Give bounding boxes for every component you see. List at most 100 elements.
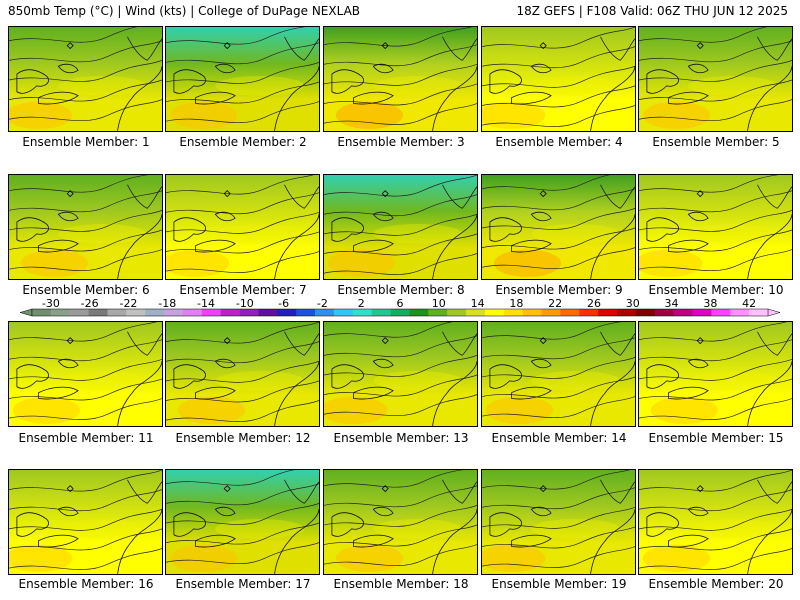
ensemble-member-label: Ensemble Member: 2: [179, 135, 307, 149]
colorbar-segment: [220, 309, 240, 316]
colorbar-tick-label: 18: [509, 297, 523, 310]
ensemble-map-panel: [165, 469, 320, 575]
ensemble-map-panel: [8, 469, 163, 575]
colorbar-segment: [503, 309, 523, 316]
ensemble-map-panel: [8, 321, 163, 427]
ensemble-map-panel: [481, 174, 636, 280]
colorbar-tick-label: 38: [703, 297, 717, 310]
colorbar-segment: [673, 309, 693, 316]
colorbar-segment: [201, 309, 222, 316]
colorbar-segment: [390, 309, 410, 316]
colorbar-tick-label: -10: [236, 297, 254, 310]
ensemble-member-label: Ensemble Member: 13: [333, 431, 469, 445]
ensemble-member-label: Ensemble Member: 19: [491, 577, 627, 591]
ensemble-map-panel: [638, 469, 793, 575]
ensemble-member-label: Ensemble Member: 12: [175, 431, 311, 445]
ensemble-member-label: Ensemble Member: 8: [337, 283, 465, 297]
ensemble-map-panel: [8, 26, 163, 132]
ensemble-map-panel: [323, 321, 478, 427]
ensemble-member-label: Ensemble Member: 15: [648, 431, 784, 445]
colorbar-segment: [749, 309, 769, 316]
colorbar-segment: [277, 309, 297, 316]
ensemble-member-label: Ensemble Member: 14: [491, 431, 627, 445]
colorbar-segment: [635, 309, 656, 316]
ensemble-map-panel: [165, 26, 320, 132]
ensemble-member-label: Ensemble Member: 11: [18, 431, 154, 445]
ensemble-map-panel: [481, 26, 636, 132]
colorbar-tick-label: -30: [42, 297, 60, 310]
colorbar-segment: [239, 309, 259, 316]
colorbar-tick-label: 42: [742, 297, 756, 310]
ensemble-map-panel: [8, 174, 163, 280]
colorbar-tick-label: -22: [119, 297, 137, 310]
colorbar-tick-label: 26: [587, 297, 601, 310]
forecast-valid-time: 18Z GEFS | F108 Valid: 06Z THU JUN 12 20…: [516, 4, 788, 18]
ensemble-member-label: Ensemble Member: 16: [18, 577, 154, 591]
colorbar-segment: [69, 309, 89, 316]
colorbar-segment: [730, 309, 750, 316]
colorbar-segment: [315, 309, 335, 316]
colorbar-segment: [654, 309, 674, 316]
ensemble-map-panel: [481, 321, 636, 427]
colorbar-tick-label: -14: [197, 297, 215, 310]
colorbar-segment: [579, 309, 599, 316]
colorbar-segment: [107, 309, 127, 316]
colorbar-segment: [560, 309, 580, 316]
colorbar-segment: [296, 309, 316, 316]
colorbar-tick-label: 2: [358, 297, 365, 310]
ensemble-member-label: Ensemble Member: 4: [495, 135, 623, 149]
colorbar-segment: [447, 309, 467, 316]
colorbar-segment: [711, 309, 731, 316]
colorbar-segment: [164, 309, 184, 316]
colorbar-segment: [145, 309, 165, 316]
colorbar-segment: [333, 309, 354, 316]
ensemble-member-label: Ensemble Member: 20: [648, 577, 784, 591]
colorbar-tick-label: 6: [397, 297, 404, 310]
ensemble-member-label: Ensemble Member: 3: [337, 135, 465, 149]
colorbar-segment: [409, 309, 429, 316]
colorbar-tick-label: 14: [471, 297, 485, 310]
colorbar-segment: [617, 309, 637, 316]
colorbar-tick-label: 22: [548, 297, 562, 310]
colorbar-segment: [371, 309, 391, 316]
ensemble-map-panel: [323, 174, 478, 280]
colorbar-segment: [484, 309, 505, 316]
ensemble-map-panel: [165, 321, 320, 427]
colorbar-segment: [466, 309, 486, 316]
colorbar-tick-label: -2: [317, 297, 328, 310]
ensemble-member-label: Ensemble Member: 18: [333, 577, 469, 591]
colorbar-segment: [88, 309, 108, 316]
ensemble-member-label: Ensemble Member: 10: [648, 283, 784, 297]
ensemble-map-panel: [323, 26, 478, 132]
colorbar-segment: [522, 309, 542, 316]
colorbar-segment: [541, 309, 561, 316]
colorbar-tick-label: 10: [432, 297, 446, 310]
ensemble-member-label: Ensemble Member: 1: [22, 135, 150, 149]
ensemble-map-panel: [323, 469, 478, 575]
colorbar-segment: [258, 309, 278, 316]
ensemble-member-label: Ensemble Member: 17: [175, 577, 311, 591]
colorbar-segment: [50, 309, 71, 316]
map-title: 850mb Temp (°C) | Wind (kts) | College o…: [8, 4, 361, 18]
colorbar-segment: [126, 309, 146, 316]
ensemble-member-label: Ensemble Member: 7: [179, 283, 307, 297]
colorbar-segment: [352, 309, 372, 316]
colorbar-segment: [428, 309, 448, 316]
ensemble-map-panel: [638, 174, 793, 280]
colorbar-tick-label: -18: [158, 297, 176, 310]
ensemble-member-label: Ensemble Member: 6: [22, 283, 150, 297]
colorbar-segment: [598, 309, 618, 316]
ensemble-member-label: Ensemble Member: 9: [495, 283, 623, 297]
colorbar-tick-label: -26: [81, 297, 99, 310]
ensemble-member-label: Ensemble Member: 5: [652, 135, 780, 149]
ensemble-map-panel: [638, 26, 793, 132]
ensemble-map-panel: [481, 469, 636, 575]
ensemble-map-panel: [165, 174, 320, 280]
temperature-colorbar: -30 -26 -22 -18 -14 -10 -6 -2 2 6 10 14 18 22 26 30 34 38…: [20, 297, 780, 317]
colorbar-segment: [692, 309, 712, 316]
colorbar-segment: [182, 309, 203, 316]
colorbar-tick-label: 34: [665, 297, 679, 310]
ensemble-map-panel: [638, 321, 793, 427]
colorbar-segment: [32, 309, 52, 316]
colorbar-tick-label: 30: [626, 297, 640, 310]
